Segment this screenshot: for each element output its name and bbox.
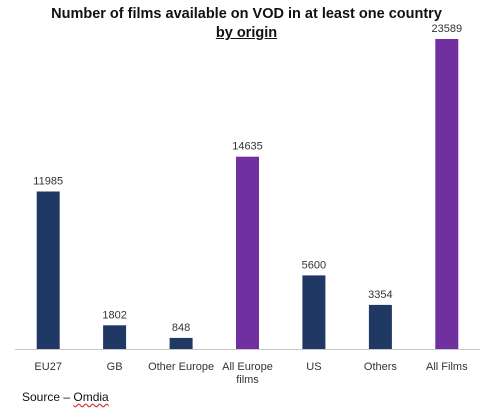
bar-all-europe-films: [236, 156, 259, 349]
bar-eu27: [36, 191, 60, 349]
bar-us: [302, 275, 326, 349]
x-tick-label: All Europe films: [222, 361, 273, 386]
chart-subtitle: by origin: [215, 25, 278, 41]
data-label: 23589: [432, 23, 463, 35]
x-tick-label: All Films: [426, 361, 468, 373]
data-label: 14635: [232, 141, 263, 153]
data-label: 3354: [368, 289, 392, 301]
source-prefix: Source –: [22, 390, 74, 404]
x-tick-label: Other Europe: [148, 361, 214, 373]
x-tick-label: Others: [364, 361, 398, 373]
chart-title: Number of films available on VOD in at l…: [0, 5, 493, 43]
chart-title-main: Number of films available on VOD in at l…: [51, 6, 442, 22]
data-label: 11985: [33, 176, 63, 188]
source-brand: Omdia: [73, 390, 109, 404]
bar-all-films: [435, 39, 459, 349]
bar-other-europe: [169, 337, 193, 349]
data-label: 1802: [102, 309, 126, 321]
x-tick-label: US: [306, 361, 321, 373]
x-tick-label: GB: [107, 361, 123, 373]
bar-gb: [103, 325, 127, 349]
source-note: Source – Omdia: [22, 390, 109, 404]
x-tick-label: EU27: [34, 361, 62, 373]
data-label: 5600: [302, 259, 326, 271]
data-label: 848: [172, 322, 190, 334]
bar-others: [368, 304, 392, 349]
